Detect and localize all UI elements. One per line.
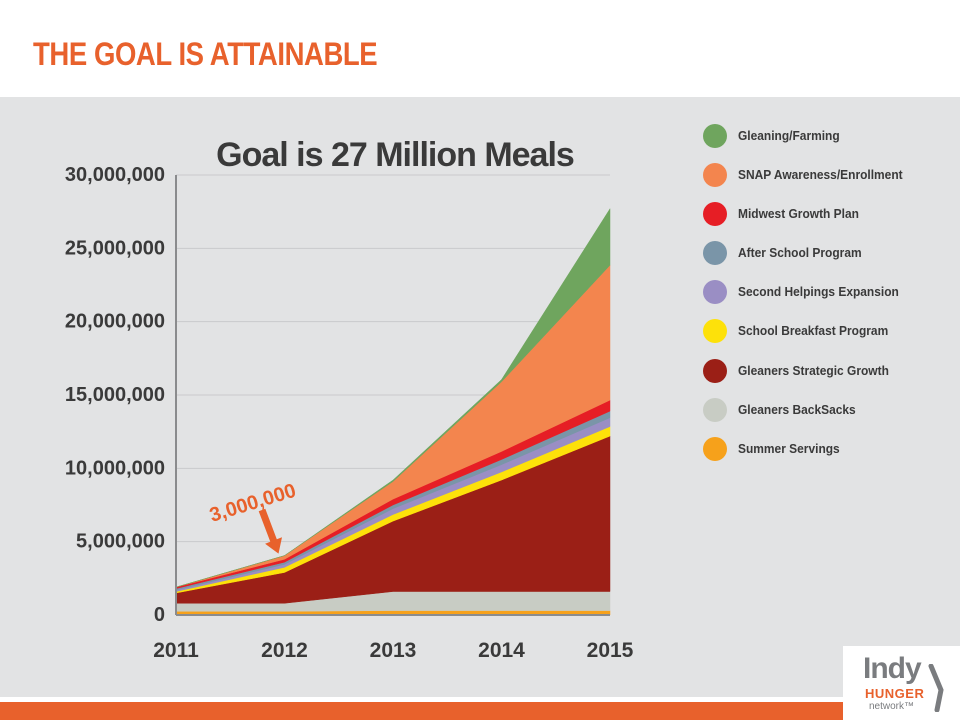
legend-label: Gleaning/Farming [738, 128, 840, 143]
area-gleaning-farming [175, 207, 611, 588]
y-tick-label: 15,000,000 [65, 384, 165, 406]
legend-label: SNAP Awareness/Enrollment [738, 167, 903, 183]
footer-accent-bar [0, 702, 843, 720]
indy-hunger-network-logo: Indy HUNGER network™ [843, 646, 960, 720]
slide-title: THE GOAL IS ATTAINABLE [33, 36, 378, 72]
y-tick-labels: 0 5,000,000 10,000,000 15,000,000 20,000,000… [65, 164, 165, 626]
x-tick-label: 2013 [370, 639, 417, 662]
y-tick-label: 30,000,000 [65, 164, 165, 186]
legend-swatch [703, 124, 727, 148]
x-tick-label: 2011 [153, 639, 199, 662]
legend-swatch [703, 397, 727, 422]
chart-title: Goal is 27 Million Meals [216, 136, 574, 174]
legend-label: Midwest Growth Plan [738, 206, 859, 222]
legend-label: Gleaners BackSacks [738, 401, 856, 417]
y-tick-label: 10,000,000 [65, 457, 165, 479]
spoon-icon [928, 664, 944, 712]
annotation: 3,000,000 [207, 480, 299, 554]
stacked-areas [175, 207, 611, 616]
annotation-arrow-icon [258, 508, 282, 554]
legend-label: Second Helpings Expansion [738, 284, 899, 300]
legend-swatch [703, 241, 727, 266]
y-tick-label: 20,000,000 [65, 311, 165, 333]
x-tick-label: 2014 [478, 639, 525, 662]
y-tick-label: 25,000,000 [65, 237, 165, 259]
axes [175, 175, 610, 616]
legend-swatch [703, 163, 727, 188]
legend-label: Summer Servings [738, 440, 840, 456]
legend-swatch [703, 280, 727, 305]
y-tick-label: 0 [154, 604, 165, 626]
legend-label: Gleaners Strategic Growth [738, 362, 889, 378]
legend-swatch [703, 202, 727, 227]
x-tick-label: 2012 [261, 639, 308, 662]
y-tick-label: 5,000,000 [76, 531, 165, 553]
legend-swatch [703, 358, 727, 383]
x-tick-label: 2015 [587, 639, 634, 662]
x-tick-labels: 2011 2012 2013 2014 2015 [153, 639, 633, 662]
legend-swatch [703, 436, 727, 461]
legend-label: School Breakfast Program [738, 323, 889, 339]
legend-swatch [703, 319, 727, 344]
annotation-label: 3,000,000 [207, 480, 299, 527]
legend-label: After School Program [738, 245, 862, 261]
